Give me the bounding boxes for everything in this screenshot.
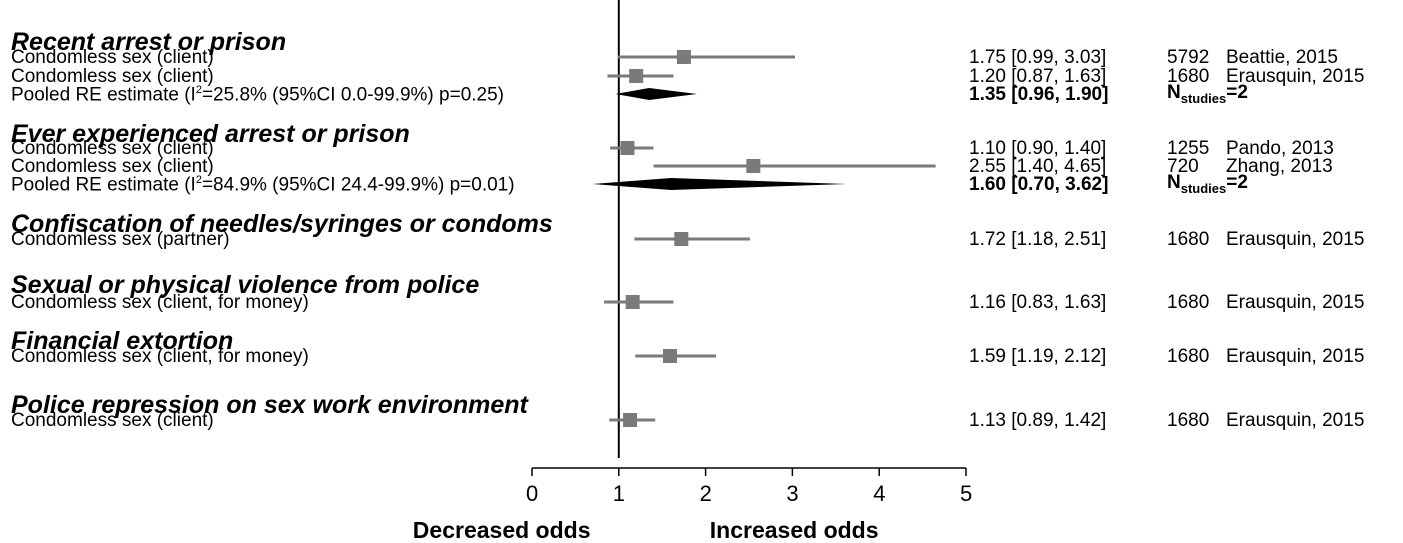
sample-size: 1680 (1167, 65, 1210, 87)
study-label: Erausquin, 2015 (1226, 65, 1365, 87)
x-tick-label: 1 (612, 481, 626, 506)
pooled-label-text: =25.8% (95%CI 0.0-99.9%) p=0.25) (201, 83, 505, 105)
pooled-label: Pooled RE estimate (I2=84.9% (95%CI 24.4… (11, 173, 515, 195)
point-estimate-square (676, 50, 691, 64)
study-label: Beattie, 2015 (1226, 46, 1338, 68)
group-heading: Police repression on sex work environmen… (11, 391, 528, 419)
pooled-ci-text: 1.35 [0.96, 1.90] (969, 83, 1109, 105)
sample-size: 1680 (1167, 345, 1210, 367)
study-label: Erausquin, 2015 (1226, 345, 1365, 367)
ci-text: 1.13 [0.89, 1.42] (969, 409, 1107, 431)
group-heading: Sexual or physical violence from police (11, 271, 480, 299)
outcome-label: Condomless sex (client) (11, 46, 214, 68)
n-studies-text: =2 (1226, 82, 1248, 103)
point-estimate-square (620, 141, 635, 155)
study-label: Erausquin, 2015 (1226, 409, 1365, 431)
i-squared-superscript: 2 (195, 173, 202, 186)
sample-size: 720 (1167, 155, 1199, 177)
group-heading: Recent arrest or prison (11, 28, 287, 56)
i-squared-superscript: 2 (195, 83, 202, 96)
study-label: Zhang, 2013 (1226, 155, 1333, 177)
ci-text: 1.16 [0.83, 1.63] (969, 291, 1107, 313)
x-tick-label: 2 (699, 481, 712, 506)
n-studies-label: Nstudies=2 (1167, 83, 1248, 105)
x-tick-label: 5 (960, 481, 973, 506)
outcome-label: Condomless sex (client) (11, 65, 214, 87)
pooled-diamond (592, 178, 847, 190)
pooled-ci-text: 1.60 [0.70, 3.62] (969, 173, 1109, 195)
outcome-label: Condomless sex (client) (11, 409, 214, 431)
sample-size: 1255 (1167, 137, 1210, 159)
ci-text: 2.55 [1.40, 4.65] (969, 155, 1107, 177)
outcome-label: Condomless sex (client, for money) (11, 345, 309, 367)
x-tick-label: 4 (873, 481, 886, 506)
group-heading: Ever experienced arrest or prison (11, 120, 410, 148)
point-estimate-square (663, 349, 678, 363)
study-label: Erausquin, 2015 (1226, 291, 1365, 313)
decreased-odds-label: Decreased odds (412, 516, 591, 543)
sample-size: 1680 (1167, 228, 1210, 250)
point-estimate-square (674, 232, 689, 246)
sample-size: 5792 (1167, 46, 1210, 68)
x-tick-label: 3 (786, 481, 799, 506)
outcome-label: Condomless sex (client) (11, 137, 214, 159)
n-studies-text: N (1167, 172, 1181, 193)
n-studies-subscript: studies (1180, 180, 1227, 196)
outcome-label: Condomless sex (client) (11, 155, 214, 177)
x-tick-label: 0 (526, 481, 539, 506)
n-studies-text: =2 (1226, 172, 1248, 193)
pooled-label-text: =84.9% (95%CI 24.4-99.9%) p=0.01) (201, 173, 515, 195)
ci-text: 1.20 [0.87, 1.63] (969, 65, 1107, 87)
increased-odds-label: Increased odds (709, 516, 879, 543)
point-estimate-square (623, 413, 638, 427)
point-estimate-square (746, 159, 761, 173)
n-studies-label: Nstudies=2 (1167, 173, 1248, 195)
sample-size: 1680 (1167, 291, 1210, 313)
ci-text: 1.72 [1.18, 2.51] (969, 228, 1107, 250)
n-studies-text: N (1167, 82, 1181, 103)
group-heading: Confiscation of needles/syringes or cond… (11, 210, 553, 238)
pooled-diamond (615, 88, 697, 100)
point-estimate-square (625, 295, 640, 309)
study-label: Pando, 2013 (1226, 137, 1334, 159)
outcome-label: Condomless sex (client, for money) (11, 291, 309, 313)
study-label: Erausquin, 2015 (1226, 228, 1365, 250)
pooled-label-text: Pooled RE estimate (I (11, 173, 196, 195)
pooled-label: Pooled RE estimate (I2=25.8% (95%CI 0.0-… (11, 83, 505, 105)
n-studies-subscript: studies (1180, 90, 1227, 106)
sample-size: 1680 (1167, 409, 1210, 431)
group-heading: Financial extortion (11, 327, 234, 355)
point-estimate-square (629, 69, 644, 83)
ci-text: 1.75 [0.99, 3.03] (969, 46, 1107, 68)
outcome-label: Condomless sex (partner) (11, 228, 230, 250)
pooled-label-text: Pooled RE estimate (I (11, 83, 196, 105)
ci-text: 1.10 [0.90, 1.40] (969, 137, 1107, 159)
ci-text: 1.59 [1.19, 2.12] (969, 345, 1107, 367)
